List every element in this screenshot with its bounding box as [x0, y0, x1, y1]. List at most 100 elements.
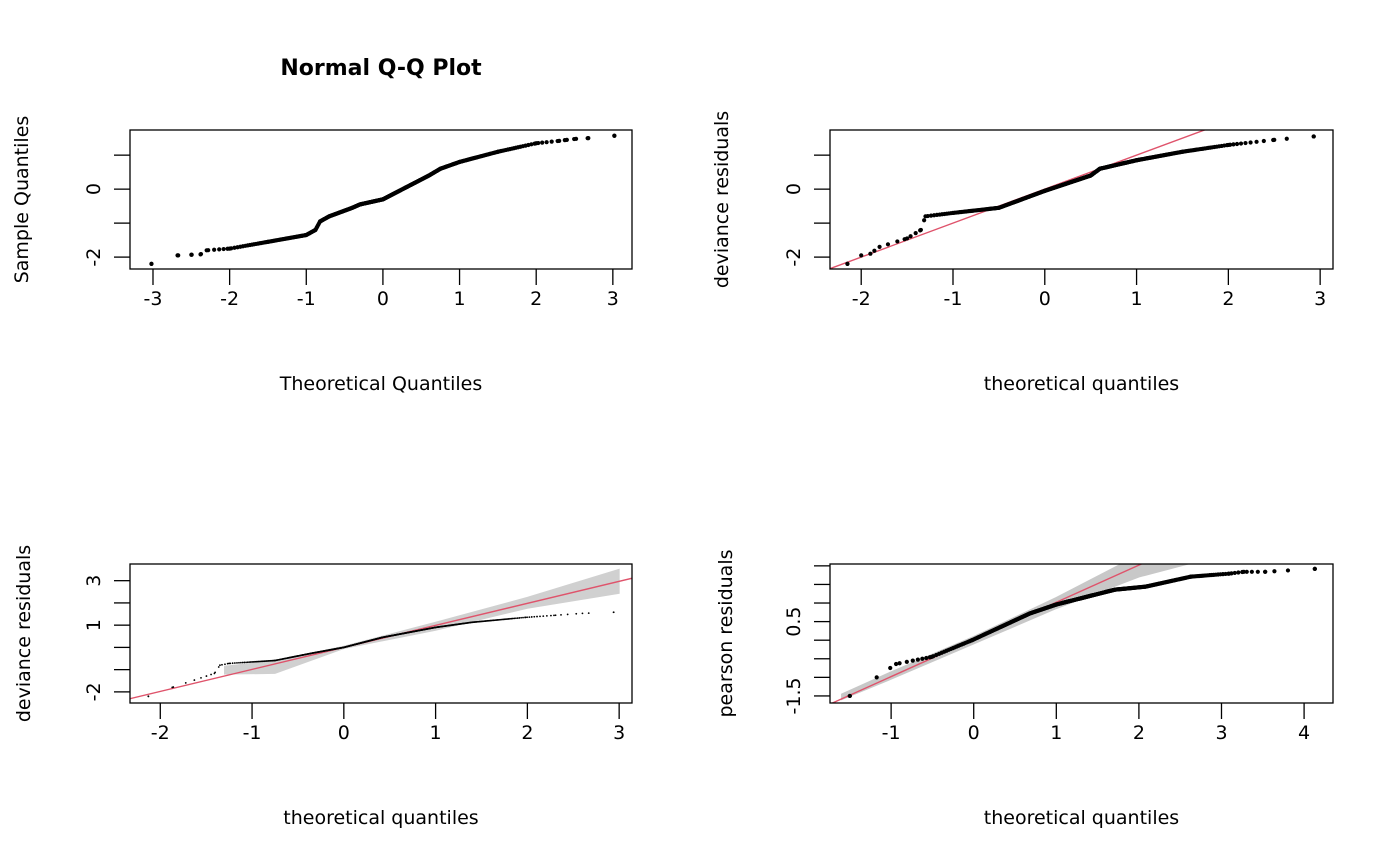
- y-tick-label: -2: [83, 248, 105, 267]
- y-tick-label: 0: [83, 183, 105, 195]
- data-point: [221, 246, 226, 252]
- x-tick-label: 2: [1222, 288, 1234, 310]
- data-point: [533, 615, 536, 618]
- x-tick-label: -1: [944, 288, 963, 310]
- y-tick-label: -2: [83, 682, 105, 701]
- y-tick-label: -1.5: [783, 677, 805, 714]
- y-tick-label: 3: [83, 575, 105, 587]
- data-point: [1254, 139, 1259, 144]
- data-point: [1134, 158, 1139, 163]
- data-point: [245, 661, 247, 664]
- data-point: [184, 682, 187, 684]
- data-point: [924, 655, 929, 661]
- x-tick-label: -3: [144, 288, 163, 310]
- x-tick-label: 1: [1050, 722, 1062, 744]
- data-point: [920, 656, 925, 661]
- data-point: [510, 617, 513, 620]
- x-tick-label: 1: [430, 722, 442, 744]
- data-point: [581, 612, 584, 615]
- data-point: [434, 626, 437, 629]
- data-point: [219, 664, 221, 667]
- x-tick-label: 1: [454, 288, 466, 310]
- y-tick-label: -2: [783, 248, 805, 267]
- data-point: [1097, 166, 1102, 171]
- x-tick-label: 4: [1298, 722, 1310, 744]
- y-tick-label: 1: [83, 619, 105, 631]
- data-point: [495, 149, 500, 154]
- plot-area: [130, 568, 632, 700]
- plot-frame: [129, 129, 633, 270]
- data-point: [513, 617, 516, 620]
- y-axis-label: deviance residuals: [711, 111, 733, 288]
- data-point: [573, 136, 579, 141]
- plot-frame: [829, 563, 1334, 704]
- data-point: [1143, 584, 1148, 589]
- data-point: [149, 261, 154, 267]
- data-point: [239, 661, 242, 664]
- data-point: [507, 618, 510, 620]
- data-point: [885, 242, 891, 247]
- data-point: [342, 646, 345, 649]
- data-point: [350, 205, 355, 210]
- data-point: [403, 185, 409, 190]
- data-point: [1054, 602, 1059, 607]
- data-point: [1234, 141, 1240, 147]
- data-point: [868, 251, 873, 256]
- x-tick-label: 2: [530, 288, 542, 310]
- data-point: [534, 141, 539, 146]
- plot-area: [149, 133, 617, 267]
- plot-area: [830, 564, 1317, 703]
- data-point: [847, 693, 852, 699]
- data-point: [545, 614, 548, 617]
- data-point: [380, 197, 386, 202]
- data-point: [904, 659, 909, 664]
- panel-3: -2 -1 0 1 2 3 -2 1 3 theoretical quantiles devianc…: [13, 545, 633, 829]
- data-point: [1226, 142, 1231, 148]
- data-point: [198, 252, 203, 257]
- simulation-envelope: [841, 564, 1189, 701]
- panel-1: -3 -2 -1 0 1 2 3 -2 0 Theoretical Quantiles Sample…: [11, 56, 633, 395]
- data-point: [200, 676, 202, 679]
- data-point: [928, 213, 934, 218]
- x-tick-label: 3: [607, 288, 619, 310]
- data-point: [542, 615, 545, 618]
- data-point: [524, 616, 527, 619]
- data-point: [528, 616, 531, 619]
- data-point: [175, 253, 180, 258]
- data-point: [969, 638, 975, 643]
- x-tick-label: 0: [1039, 288, 1051, 310]
- data-point: [227, 246, 232, 251]
- data-point: [915, 657, 920, 662]
- data-point: [253, 660, 256, 663]
- data-point: [877, 244, 882, 250]
- x-axis-label: theoretical quantiles: [984, 807, 1179, 829]
- data-point: [1312, 566, 1317, 571]
- data-point: [996, 205, 1001, 210]
- data-point: [536, 615, 538, 618]
- data-point: [1241, 569, 1246, 574]
- data-point: [213, 672, 216, 675]
- data-point: [1272, 569, 1277, 574]
- data-point: [504, 618, 507, 621]
- data-point: [508, 617, 511, 620]
- data-point: [1255, 569, 1260, 574]
- data-point: [910, 658, 915, 663]
- data-point: [518, 617, 521, 619]
- data-point: [923, 214, 928, 219]
- data-point: [529, 142, 534, 147]
- data-point: [905, 236, 910, 241]
- data-point: [1285, 568, 1291, 573]
- panel-2: -2 -1 0 1 2 3 -2 0 theoretical quantiles deviance…: [711, 111, 1334, 395]
- reference-line: [830, 564, 1144, 703]
- plot-frame: [829, 129, 1334, 270]
- data-point: [549, 139, 554, 144]
- data-point: [471, 621, 474, 624]
- data-point: [1243, 140, 1248, 146]
- data-point: [210, 673, 212, 676]
- data-point: [233, 662, 236, 664]
- x-tick-label: 1: [1131, 288, 1143, 310]
- x-tick-label: 0: [377, 288, 389, 310]
- data-point: [317, 219, 323, 224]
- simulation-envelope: [224, 568, 620, 675]
- y-axis-label: Sample Quantiles: [11, 116, 33, 284]
